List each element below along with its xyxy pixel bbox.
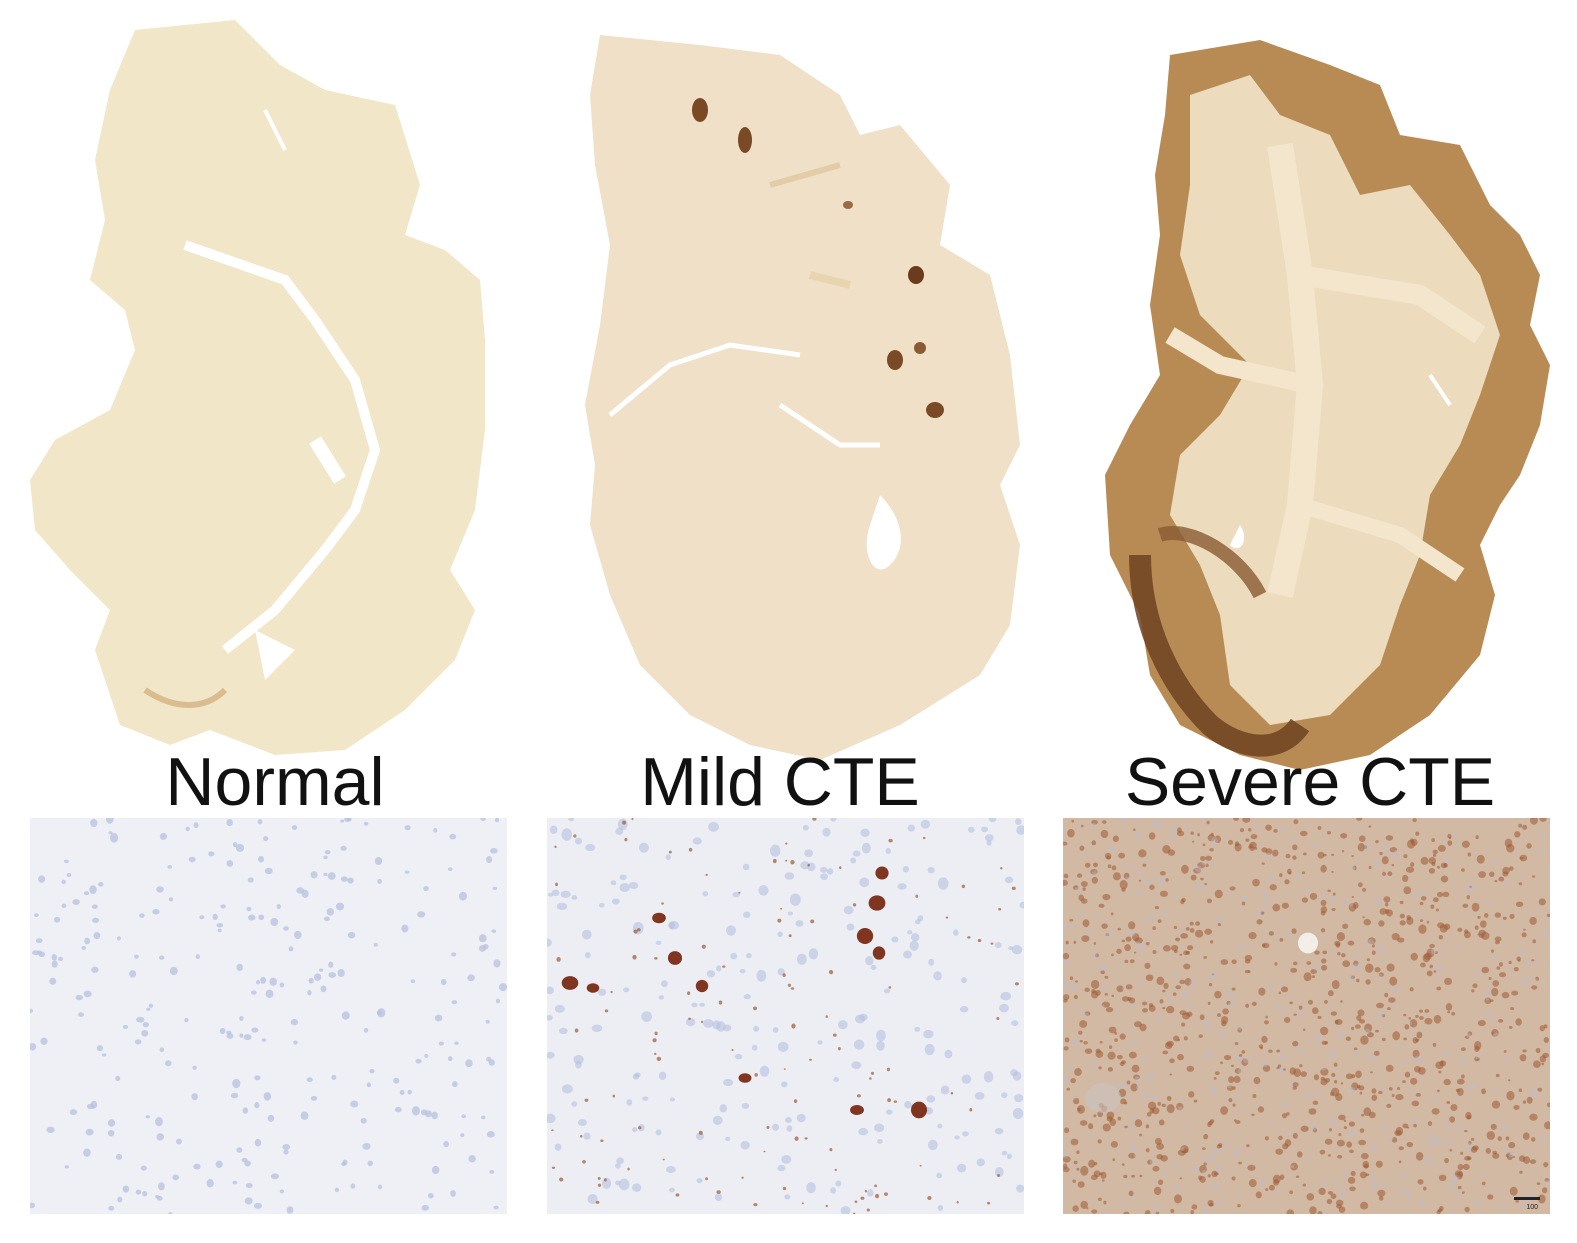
- panel-label-mild-cte: Mild CTE: [640, 744, 920, 820]
- severe-cte-brain-section: [1100, 35, 1555, 775]
- mild-cte-brain-section: [580, 25, 1025, 765]
- panel-label-severe-cte: Severe CTE: [1124, 744, 1496, 820]
- normal-micrograph: [30, 818, 507, 1214]
- severe-cte-micrograph: 100: [1063, 818, 1550, 1214]
- normal-brain-section: [25, 10, 495, 765]
- scale-bar: [1514, 1197, 1540, 1200]
- panel-label-normal: Normal: [165, 744, 385, 820]
- mild-cte-micrograph: [547, 818, 1024, 1214]
- scale-bar-label: 100: [1526, 1204, 1538, 1211]
